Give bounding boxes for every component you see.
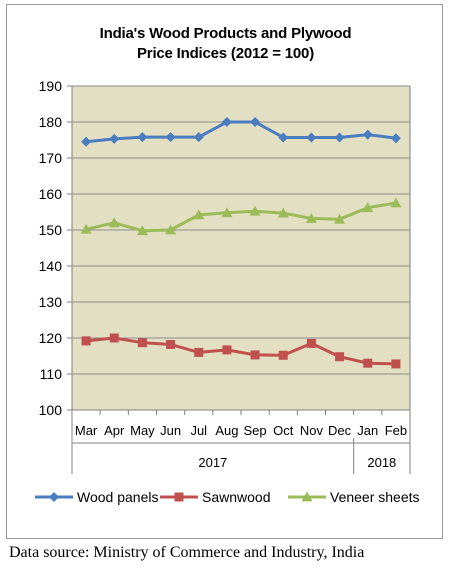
- y-tick-label-110: 110: [40, 366, 63, 382]
- year-label-2017: 2017: [198, 455, 227, 470]
- point-veneer-sheets-dec: [334, 213, 346, 224]
- point-wood-panels-mar: [81, 136, 92, 147]
- point-sawnwood-nov: [306, 338, 316, 348]
- point-wood-panels-apr: [109, 133, 120, 144]
- legend-label-veneer-sheets: Veneer sheets: [330, 489, 420, 505]
- point-wood-panels-jun: [165, 132, 176, 143]
- legend-marker-wood-panels: [49, 492, 59, 502]
- y-tick-label-120: 120: [39, 330, 63, 346]
- x-tick-label-oct: Oct: [273, 423, 294, 438]
- point-veneer-sheets-jun: [165, 224, 177, 235]
- point-wood-panels-nov: [306, 132, 317, 143]
- series-line-veneer-sheets: [85, 201, 397, 233]
- y-tick-label-160: 160: [39, 186, 63, 202]
- x-tick-label-sep: Sep: [244, 423, 267, 438]
- point-veneer-sheets-feb: [390, 197, 402, 208]
- chart-title-line1: India's Wood Products and Plywood: [99, 25, 352, 42]
- chart-title-line2: Price Indices (2012 = 100): [137, 45, 314, 62]
- x-tick-label-feb: Feb: [385, 423, 407, 438]
- point-wood-panels-sep: [250, 117, 261, 127]
- point-veneer-sheets-nov: [305, 212, 317, 223]
- x-tick-label-aug: Aug: [215, 423, 238, 438]
- point-veneer-sheets-jul: [193, 209, 205, 220]
- y-tick-label-190: 190: [39, 78, 63, 94]
- y-tick-label-130: 130: [39, 294, 63, 310]
- point-veneer-sheets-may: [136, 225, 148, 236]
- point-veneer-sheets-mar: [80, 223, 92, 234]
- y-tick-label-150: 150: [39, 222, 63, 238]
- y-tick-label-100: 100: [39, 402, 63, 418]
- point-veneer-sheets-oct: [277, 207, 289, 218]
- x-tick-label-jan: Jan: [357, 423, 378, 438]
- point-wood-panels-oct: [278, 132, 289, 143]
- x-tick-label-may: May: [130, 423, 155, 438]
- x-tick-label-jun: Jun: [160, 423, 181, 438]
- point-sawnwood-oct: [278, 350, 288, 360]
- y-tick-label-140: 140: [39, 258, 63, 274]
- legend-marker-sawnwood: [174, 492, 184, 502]
- point-wood-panels-aug: [221, 117, 232, 127]
- legend-label-sawnwood: Sawnwood: [202, 489, 271, 505]
- y-tick-label-170: 170: [39, 150, 63, 166]
- point-sawnwood-jul: [194, 347, 204, 357]
- point-wood-panels-dec: [334, 132, 345, 143]
- point-sawnwood-aug: [222, 345, 232, 355]
- x-tick-label-dec: Dec: [328, 423, 352, 438]
- legend-marker-veneer-sheets: [301, 491, 313, 502]
- point-sawnwood-may: [137, 338, 147, 348]
- point-sawnwood-feb: [391, 359, 401, 369]
- year-label-2018: 2018: [367, 455, 396, 470]
- y-tick-label-180: 180: [39, 114, 63, 130]
- point-veneer-sheets-aug: [221, 207, 233, 218]
- x-tick-label-nov: Nov: [300, 423, 324, 438]
- point-sawnwood-dec: [335, 352, 345, 362]
- point-sawnwood-jun: [166, 339, 176, 349]
- series-line-sawnwood: [85, 336, 396, 366]
- x-tick-label-mar: Mar: [75, 423, 98, 438]
- point-sawnwood-jan: [363, 358, 373, 368]
- point-sawnwood-mar: [81, 336, 91, 346]
- x-tick-label-jul: Jul: [190, 423, 207, 438]
- point-veneer-sheets-apr: [108, 217, 120, 228]
- point-veneer-sheets-sep: [249, 205, 261, 216]
- point-wood-panels-may: [137, 132, 148, 143]
- point-sawnwood-apr: [109, 333, 119, 343]
- point-veneer-sheets-jan: [362, 202, 374, 213]
- point-wood-panels-jan: [362, 129, 373, 140]
- point-wood-panels-jul: [193, 132, 204, 143]
- legend-label-wood-panels: Wood panels: [77, 489, 158, 505]
- x-tick-label-apr: Apr: [104, 423, 125, 438]
- point-wood-panels-feb: [390, 133, 401, 144]
- data-source-note: Data source: Ministry of Commerce and In…: [9, 544, 365, 561]
- point-sawnwood-sep: [250, 350, 260, 360]
- plot-area: [71, 85, 411, 411]
